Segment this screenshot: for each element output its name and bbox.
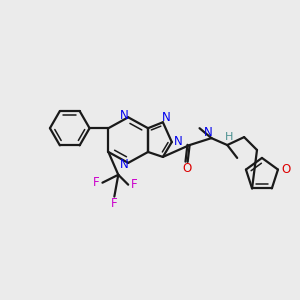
Text: F: F bbox=[131, 178, 137, 191]
Text: O: O bbox=[281, 163, 290, 176]
Text: O: O bbox=[182, 162, 191, 175]
Text: N: N bbox=[161, 111, 170, 124]
Text: H: H bbox=[225, 132, 233, 142]
Text: N: N bbox=[120, 158, 129, 171]
Text: N: N bbox=[204, 126, 213, 139]
Text: N: N bbox=[120, 109, 129, 122]
Text: N: N bbox=[174, 135, 183, 148]
Text: F: F bbox=[111, 197, 118, 210]
Text: F: F bbox=[93, 176, 100, 189]
